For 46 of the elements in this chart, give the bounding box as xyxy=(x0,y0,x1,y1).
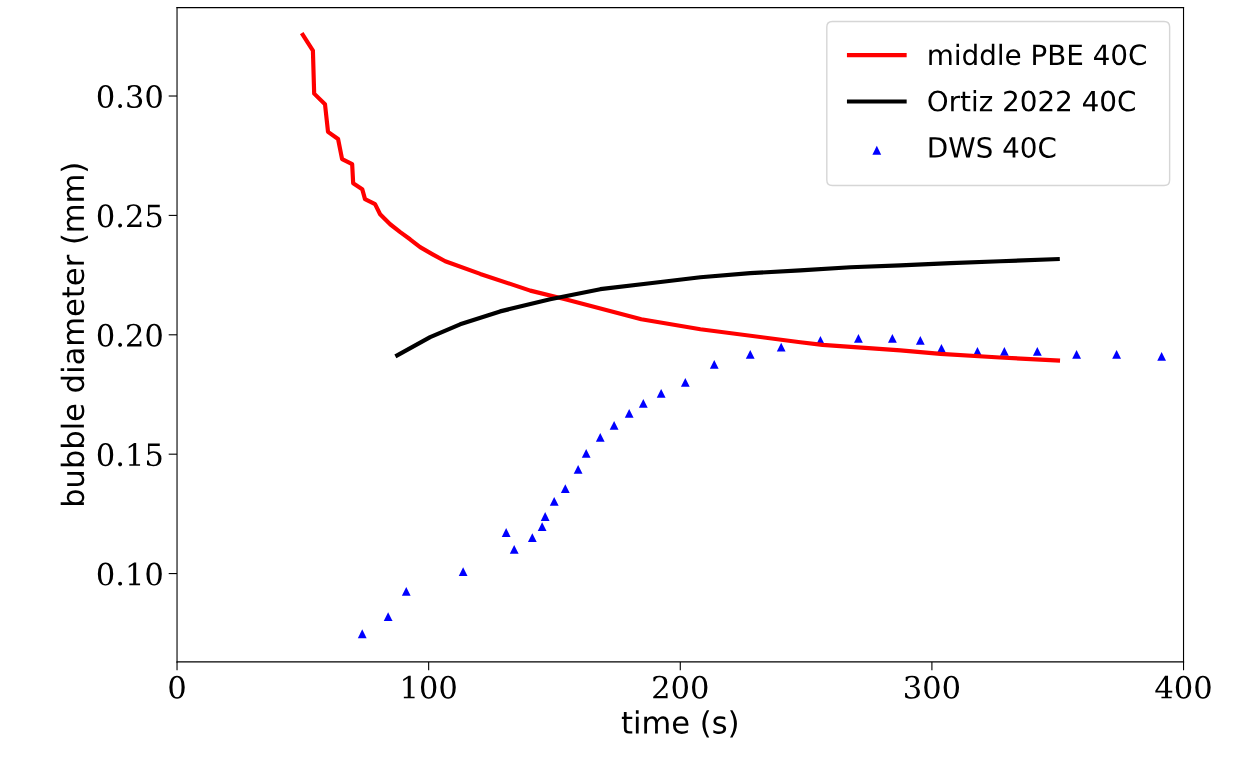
point xyxy=(638,398,648,408)
point xyxy=(680,377,690,387)
point xyxy=(501,528,511,537)
y-tick-label: 0.30 xyxy=(97,84,162,109)
point xyxy=(383,612,393,621)
point xyxy=(595,433,605,442)
x-tick-label: 200 xyxy=(653,675,708,699)
point xyxy=(1072,349,1081,359)
x-tick-label: 100 xyxy=(403,675,456,699)
point xyxy=(540,512,550,521)
y-tick-label: 0.25 xyxy=(97,204,162,228)
y-axis-title: bubble diameter (mm) xyxy=(60,164,88,506)
point xyxy=(527,533,537,542)
point xyxy=(573,465,583,474)
legend-label: DWS 40C xyxy=(929,136,1056,158)
point xyxy=(401,587,411,596)
point xyxy=(854,333,863,343)
point xyxy=(1032,346,1042,356)
point xyxy=(776,342,786,352)
point xyxy=(624,408,634,418)
x-tick-label: 300 xyxy=(905,675,960,699)
point xyxy=(709,360,719,369)
point xyxy=(888,333,897,343)
point xyxy=(560,484,570,493)
point xyxy=(549,497,559,506)
legend-label: Ortiz 2022 40C xyxy=(928,90,1135,112)
point xyxy=(458,567,468,577)
point xyxy=(509,545,519,554)
point xyxy=(1112,349,1121,359)
y-tick-label: 0.15 xyxy=(97,443,162,467)
point xyxy=(581,449,591,458)
y-tick-label: 0.20 xyxy=(97,323,162,347)
point xyxy=(357,629,367,639)
x-tick-label: 400 xyxy=(1155,675,1211,699)
point xyxy=(1157,351,1167,361)
line-series xyxy=(395,257,1060,358)
point xyxy=(915,335,925,345)
x-tick-label: 0 xyxy=(169,675,185,699)
point xyxy=(537,522,547,531)
y-tick-label: 0.10 xyxy=(97,562,162,586)
point xyxy=(609,420,619,430)
point xyxy=(745,349,755,359)
x-axis-title: time (s) xyxy=(621,710,737,738)
point xyxy=(656,388,666,398)
point xyxy=(999,346,1009,356)
legend-label: middle PBE 40C xyxy=(929,43,1146,66)
